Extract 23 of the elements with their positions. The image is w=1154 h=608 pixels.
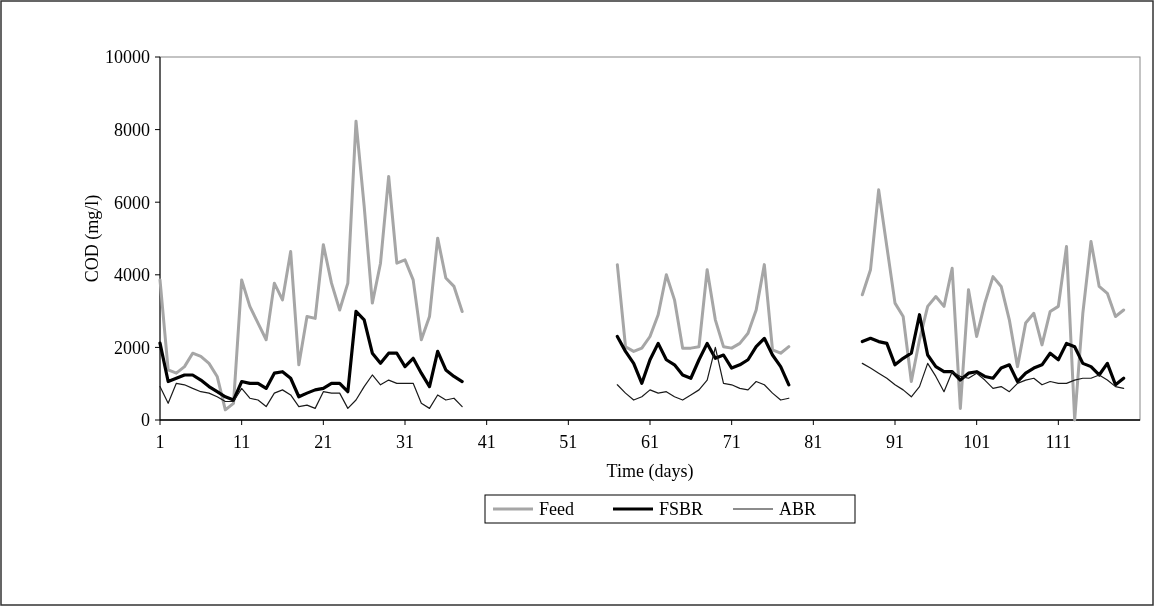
x-tick-label: 91	[886, 432, 904, 452]
x-tick-label: 81	[804, 432, 823, 452]
x-tick-label: 51	[559, 432, 578, 452]
x-tick-label: 111	[1045, 432, 1072, 452]
x-tick-label: 21	[314, 432, 333, 452]
legend-label: FSBR	[659, 499, 704, 520]
legend-label: ABR	[779, 499, 817, 520]
x-tick-label: 71	[722, 432, 741, 452]
x-tick-label: 11	[232, 432, 251, 452]
y-tick-label: 0	[141, 410, 150, 431]
x-tick-label: 1	[155, 432, 165, 452]
x-tick-label: 101	[963, 432, 991, 452]
legend-label: Feed	[539, 499, 574, 520]
y-tick-label: 8000	[114, 119, 150, 140]
x-tick-label: 41	[477, 432, 496, 452]
x-axis-title: Time (days)	[606, 461, 694, 482]
y-axis-title: COD (mg/l)	[82, 194, 103, 283]
y-tick-label: 4000	[114, 265, 150, 286]
x-tick-label: 61	[641, 432, 659, 452]
y-tick-label: 6000	[114, 192, 150, 213]
y-tick-label: 2000	[114, 337, 150, 358]
x-tick-label: 31	[396, 432, 414, 452]
y-tick-label: 10000	[105, 47, 150, 68]
